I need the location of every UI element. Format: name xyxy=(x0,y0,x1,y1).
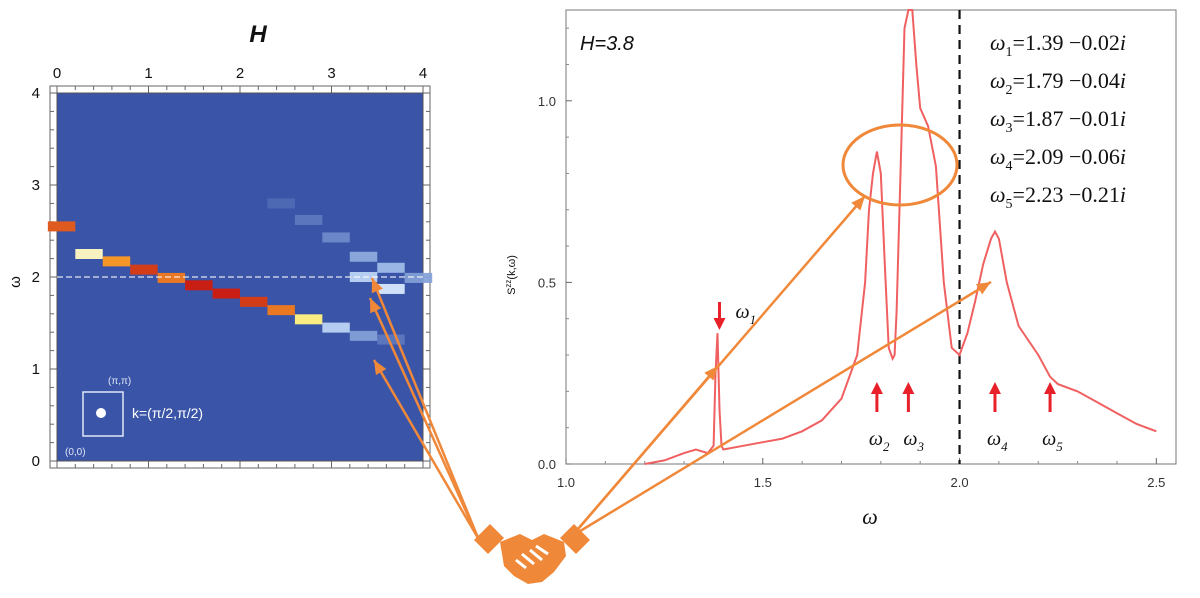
heatmap-y-tick-label: 0 xyxy=(32,453,40,470)
spectrum-y-tick-label: 1.0 xyxy=(538,94,556,109)
spectrum-x-axis-label: ω xyxy=(862,504,878,529)
heatmap-cell xyxy=(267,305,295,316)
spectrum-y-tick-label: 0.5 xyxy=(538,275,556,290)
mode-value-entry: ω1=1.39 −0.02i xyxy=(990,30,1126,60)
connector-arrowhead xyxy=(975,282,991,295)
heatmap-cell xyxy=(294,314,323,325)
connector-arrowhead xyxy=(370,298,382,314)
heatmap-x-tick-label: 2 xyxy=(236,65,244,82)
handshake-hands xyxy=(500,534,566,584)
heatmap-cell xyxy=(47,221,76,232)
heatmap-title: H xyxy=(249,21,267,48)
mode-value-entry: ω2=1.79 −0.04i xyxy=(990,68,1126,98)
heatmap-x-tick-label: 1 xyxy=(144,65,152,82)
heatmap-cell xyxy=(130,264,158,275)
heatmap-frame-ticks xyxy=(50,86,430,468)
connector-arrowhead xyxy=(374,360,387,376)
highlight-ellipse xyxy=(841,123,959,207)
connector-line xyxy=(571,280,992,538)
spectrum-y-axis-label: Szz(k,ω) xyxy=(504,255,518,295)
handshake-fingers xyxy=(515,544,549,570)
spectrum-plot-frame xyxy=(565,9,1177,465)
heatmap-cell xyxy=(185,280,213,291)
heatmap-cell xyxy=(377,262,405,273)
mode-arrow-head xyxy=(988,382,1001,394)
heatmap-x-tick-label: 4 xyxy=(419,65,427,82)
spectrum-y-tick-label: 0.0 xyxy=(538,457,556,472)
heatmap-cell xyxy=(322,232,350,243)
heatmap-x-tick-label: 3 xyxy=(327,65,335,82)
heatmap-cell xyxy=(349,330,378,341)
spectrum-x-tick-label: 1.5 xyxy=(754,475,772,490)
mode-value-entry: ω4=2.09 −0.06i xyxy=(990,144,1126,174)
heatmap-cell xyxy=(377,283,405,294)
heatmap-y-axis-label: ω xyxy=(7,276,24,288)
heatmap-cell xyxy=(404,272,433,283)
inset-bottom-label: (0,0) xyxy=(65,447,86,458)
spectrum-ticks: 1.0 1.5 2.0 2.5 0.0 0.5 1.0 xyxy=(538,27,1165,490)
inset-square xyxy=(82,391,124,437)
heatmap-cell xyxy=(75,249,103,259)
heatmap-cell xyxy=(322,322,350,333)
heatmap-cell xyxy=(102,256,131,267)
inset-k-label: k=(π/2,π/2) xyxy=(132,405,203,421)
heatmap-y-tick-label: 4 xyxy=(32,85,40,102)
heatmap-y-tick-label: 3 xyxy=(32,177,40,194)
inset-k-point xyxy=(96,408,106,418)
heatmap-cell xyxy=(157,272,186,283)
connector-line xyxy=(372,359,480,539)
connector-line xyxy=(368,297,480,539)
connector-line xyxy=(571,195,866,537)
heatmap-cell xyxy=(212,288,240,299)
mode-value-list: ω1=1.39 −0.02i ω2=1.79 −0.04i ω3=1.87 −0.0… xyxy=(990,30,1126,212)
inset-top-label: (π,π) xyxy=(108,376,131,387)
handshake-left-cuff xyxy=(474,524,504,554)
heatmap-y-tick-label: 2 xyxy=(32,269,40,286)
spectrum-x-tick-label: 2.0 xyxy=(951,475,969,490)
connector-arrows xyxy=(368,195,992,539)
handshake-icon xyxy=(474,524,590,584)
heatmap-cell xyxy=(240,296,268,307)
spectrum-x-tick-label: 1.0 xyxy=(557,475,575,490)
connector-arrowhead xyxy=(371,278,383,294)
heatmap-cell xyxy=(349,251,378,262)
heatmap-x-tick-label: 0 xyxy=(53,65,61,82)
heatmap-cell xyxy=(377,334,405,345)
handshake-right-cuff xyxy=(560,524,590,554)
inset-brillouin-zone: (π,π) (0,0) k=(π/2,π/2) xyxy=(65,376,203,458)
mode-arrow-head xyxy=(870,382,883,394)
connector-line xyxy=(370,277,480,539)
heatmap-cell xyxy=(294,214,323,225)
spectrum-x-tick-label: 2.5 xyxy=(1147,475,1165,490)
connector-arrowhead xyxy=(851,196,865,211)
mode-value-entry: ω5=2.23 −0.21i xyxy=(990,182,1126,212)
mode-value-entry: ω3=1.87 −0.01i xyxy=(990,106,1126,136)
mode-arrow-head xyxy=(1044,382,1057,394)
mode-arrow-head xyxy=(902,382,915,394)
heatmap-cell xyxy=(267,198,295,209)
mode-arrow-head xyxy=(713,318,726,330)
spectrum-title: H=3.8 xyxy=(580,33,634,55)
heatmap-y-tick-label: 1 xyxy=(32,361,40,378)
